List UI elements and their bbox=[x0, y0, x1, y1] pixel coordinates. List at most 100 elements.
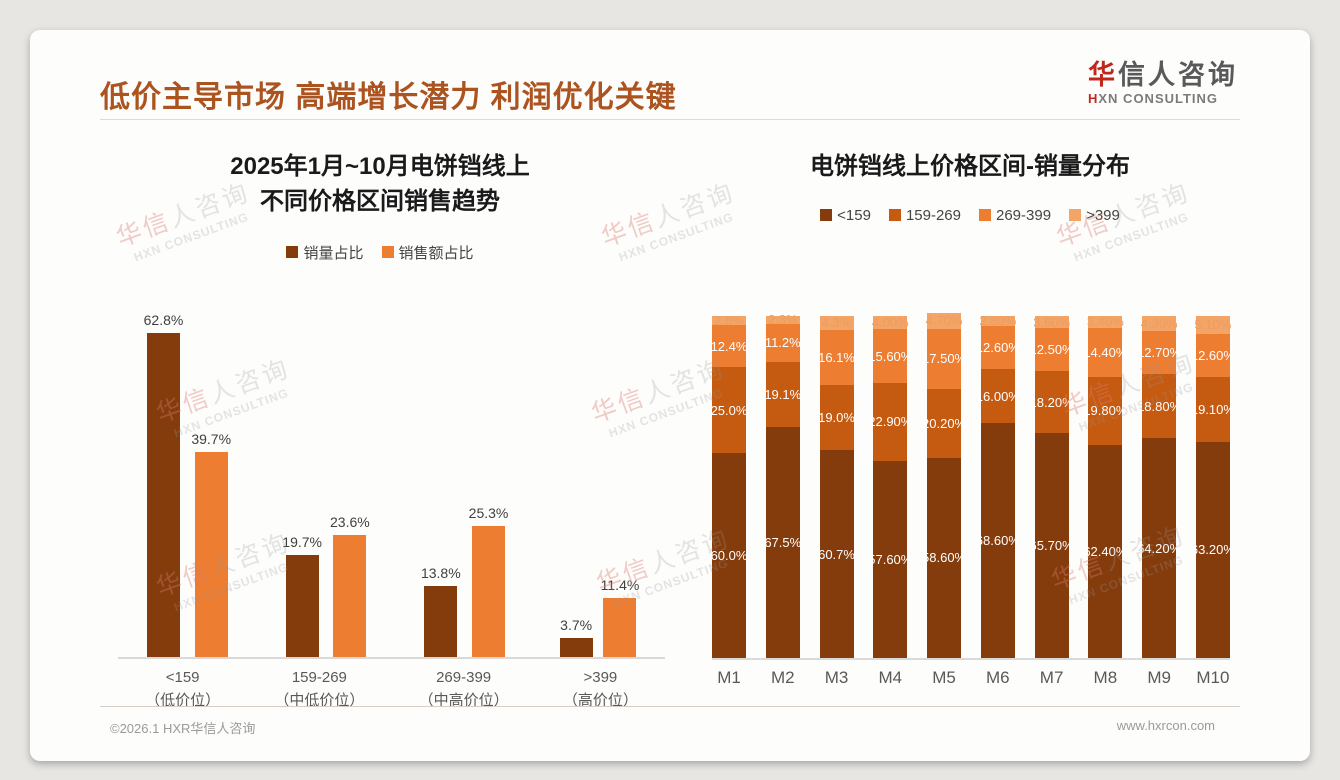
page-title: 低价主导市场 高端增长潜力 利润优化关键 bbox=[100, 81, 677, 114]
legend-label: 269-399 bbox=[996, 206, 1052, 224]
segment-value-label: 3.40% bbox=[1086, 314, 1124, 330]
segment->399-M3: 4.3% bbox=[819, 315, 854, 331]
month-label-M6: M6 bbox=[986, 668, 1010, 687]
segment-value-label: 12.70% bbox=[1137, 344, 1182, 360]
segment-value-label: 67.5% bbox=[764, 535, 802, 551]
legend-item-1: 159-269 bbox=[888, 207, 961, 224]
bar-value-label: 23.6% bbox=[330, 514, 370, 531]
right-plot: 60.0% 25.0% 12.4% 2.6% 67.5% 19.1% 11.2% 2.3% 60… bbox=[710, 312, 1235, 660]
segment->399-M8: 3.40% bbox=[1086, 314, 1124, 330]
right-chart-legend: <159 159-269 269-399 >399 bbox=[670, 207, 1270, 224]
legend-swatch-icon bbox=[286, 246, 299, 259]
bar-group-269-399: 13.8% 25.3% bbox=[421, 318, 508, 657]
segment-value-label: 11.2% bbox=[764, 335, 801, 351]
legend-swatch-icon bbox=[381, 246, 394, 259]
x-label-<159: <159 （低价位） bbox=[145, 667, 220, 712]
bar-value-label: 11.4% bbox=[600, 577, 640, 594]
bar-group-<159: 62.8% 39.7% bbox=[144, 312, 231, 657]
footer-copyright: ©2026.1 HXR华信人咨询 bbox=[110, 721, 256, 736]
legend-label: <159 bbox=[837, 206, 871, 224]
segment-value-label: 19.10% bbox=[1190, 401, 1235, 417]
segment-<159-M7: 65.70% bbox=[1030, 433, 1074, 658]
bar-wrap: 39.7% bbox=[191, 431, 231, 657]
x-label-tier: （中高价位） bbox=[418, 691, 509, 709]
header-divider bbox=[100, 119, 1240, 120]
segment-159-269-M2: 19.1% bbox=[764, 361, 801, 428]
right-x-axis-labels: M1 M2 M3 M4 M5 M6 M7 M8 M9 M10 bbox=[712, 668, 1230, 688]
segment-269-399-M8: 14.40% bbox=[1083, 327, 1127, 377]
stack-column-M3: 60.7% 19.0% 16.1% 4.3% bbox=[818, 315, 855, 658]
left-plot: 62.8% 39.7% 19.7% 23.6% 13.8% 25.3% 3.7% 11.4% bbox=[118, 312, 665, 659]
x-label-range: <159 bbox=[165, 669, 200, 686]
segment-value-label: 20.20% bbox=[922, 415, 967, 431]
segment-269-399-M6: 12.60% bbox=[976, 325, 1020, 369]
month-label-M8: M8 bbox=[1093, 668, 1118, 687]
segment-269-399-M1: 12.4% bbox=[711, 324, 747, 368]
month-label-M4: M4 bbox=[878, 668, 903, 687]
segment-value-label: 18.80% bbox=[1137, 398, 1182, 414]
bar-销售额占比->399 bbox=[603, 598, 637, 657]
footer-website: www.hxrcon.com bbox=[1116, 718, 1215, 733]
segment-<159-M2: 67.5% bbox=[764, 427, 802, 658]
bar-wrap: 3.7% bbox=[559, 617, 593, 657]
month-label-M10: M10 bbox=[1196, 668, 1230, 687]
segment-value-label: 4.70% bbox=[925, 313, 963, 329]
segment->399-M7: 3.60% bbox=[1033, 314, 1071, 330]
segment-value-label: 64.20% bbox=[1137, 540, 1182, 556]
bar-销量占比-159-269 bbox=[285, 555, 319, 657]
x-label-tier: （高价位） bbox=[562, 691, 638, 709]
segment-value-label: 65.70% bbox=[1029, 538, 1074, 554]
segment-value-label: 25.0% bbox=[710, 402, 748, 418]
segment-159-269-M4: 22.90% bbox=[868, 382, 912, 461]
segment-value-label: 58.60% bbox=[922, 550, 967, 566]
segment-value-label: 62.40% bbox=[1083, 543, 1128, 559]
bar-销量占比-269-399 bbox=[424, 585, 458, 657]
month-label-M9: M9 bbox=[1147, 668, 1171, 687]
segment-159-269-M1: 25.0% bbox=[710, 367, 748, 453]
x-label->399: >399 （高价位） bbox=[563, 667, 638, 712]
segment-value-label: 4.3% bbox=[821, 315, 852, 331]
month-label-M5: M5 bbox=[932, 668, 956, 687]
x-label-range: >399 bbox=[583, 669, 618, 686]
segment-value-label: 60.0% bbox=[710, 547, 748, 563]
segment->399-M2: 2.3% bbox=[765, 312, 800, 327]
segment-159-269-M9: 18.80% bbox=[1137, 374, 1181, 439]
left-chart-title: 2025年1月~10月电饼铛线上 不同价格区间销售趋势 bbox=[230, 153, 530, 215]
segment-159-269-M3: 19.0% bbox=[818, 385, 855, 451]
stack-column-M2: 67.5% 19.1% 11.2% 2.3% bbox=[764, 312, 802, 658]
segment-value-label: 22.90% bbox=[868, 414, 913, 430]
legend-item-3: >399 bbox=[1069, 207, 1120, 224]
x-label-range: 159-269 bbox=[291, 669, 347, 686]
segment-value-label: 14.40% bbox=[1083, 344, 1128, 360]
stack-column-M1: 60.0% 25.0% 12.4% 2.6% bbox=[710, 313, 748, 658]
segment-269-399-M4: 15.60% bbox=[868, 329, 912, 383]
segment-269-399-M3: 16.1% bbox=[818, 330, 855, 386]
segment-value-label: 68.60% bbox=[975, 533, 1020, 549]
x-label-tier: （低价位） bbox=[145, 691, 221, 709]
segment-value-label: 4.00% bbox=[871, 314, 909, 330]
segment-<159-M9: 64.20% bbox=[1137, 438, 1181, 658]
bar-wrap: 11.4% bbox=[600, 577, 640, 657]
segment-value-label: 19.0% bbox=[818, 410, 855, 426]
stack-column-M8: 62.40% 19.80% 14.40% 3.40% bbox=[1083, 314, 1127, 658]
x-label-159-269: 159-269 （中低价位） bbox=[274, 667, 364, 712]
segment-value-label: 2.80% bbox=[979, 313, 1017, 329]
segment->399-M5: 4.70% bbox=[925, 312, 963, 329]
segment-value-label: 4.30% bbox=[1140, 315, 1178, 331]
segment-value-label: 3.60% bbox=[1033, 314, 1071, 330]
bar-wrap: 13.8% bbox=[421, 565, 461, 657]
legend-swatch-icon bbox=[820, 209, 833, 222]
legend-swatch-icon bbox=[888, 209, 901, 222]
segment-269-399-M10: 12.60% bbox=[1191, 333, 1235, 377]
legend-item-2: 269-399 bbox=[979, 207, 1051, 224]
segment->399-M9: 4.30% bbox=[1140, 315, 1178, 331]
segment-value-label: 12.60% bbox=[1190, 347, 1235, 363]
segment-value-label: 19.80% bbox=[1083, 403, 1128, 419]
bar-value-label: 62.8% bbox=[143, 311, 184, 328]
bar-value-label: 39.7% bbox=[191, 430, 232, 447]
segment-159-269-M5: 20.20% bbox=[922, 388, 966, 458]
legend-item-1: 销售额占比 bbox=[381, 242, 474, 263]
bar-wrap: 23.6% bbox=[330, 514, 370, 657]
stack-column-M9: 64.20% 18.80% 12.70% 4.30% bbox=[1137, 315, 1181, 658]
month-label-M7: M7 bbox=[1039, 668, 1064, 687]
